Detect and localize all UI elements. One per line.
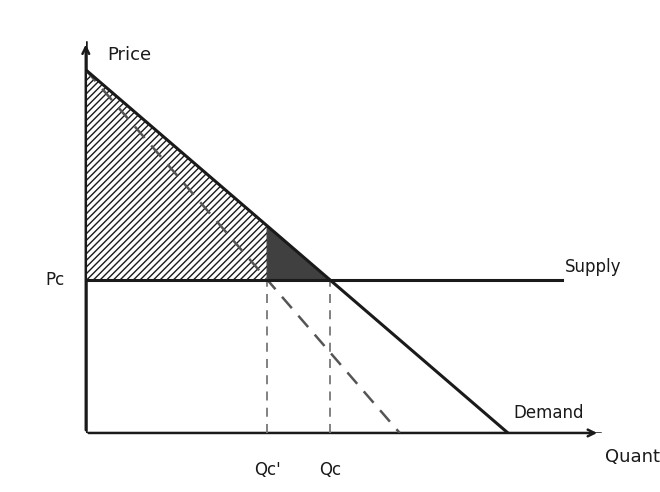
Text: Price: Price bbox=[108, 46, 152, 63]
Text: Qc': Qc' bbox=[254, 461, 280, 479]
Polygon shape bbox=[86, 70, 267, 279]
Polygon shape bbox=[267, 226, 330, 279]
Text: Quantity: Quantity bbox=[605, 448, 660, 466]
Text: Demand: Demand bbox=[513, 404, 584, 422]
Text: Pc: Pc bbox=[45, 271, 64, 289]
Text: Supply: Supply bbox=[565, 258, 621, 276]
Text: Qc: Qc bbox=[319, 461, 341, 479]
